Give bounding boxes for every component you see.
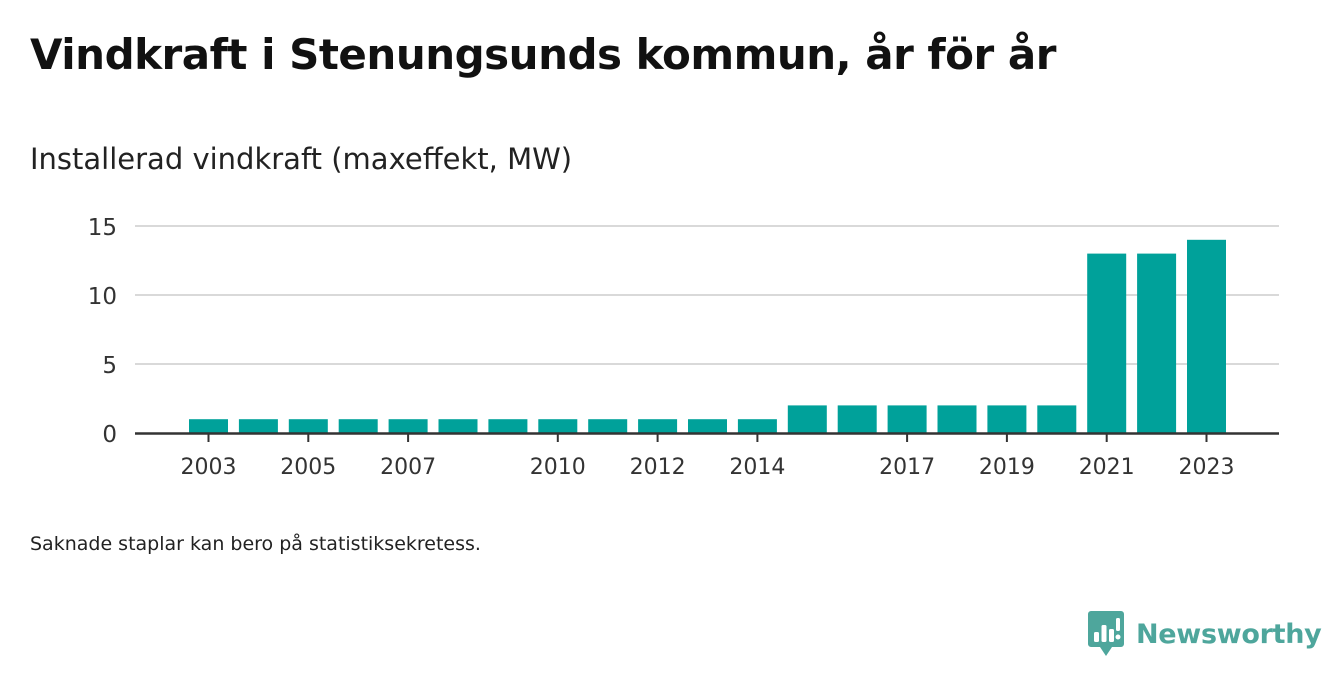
bar-2023 xyxy=(1187,239,1226,433)
brand-logo[interactable]: Newsworthy xyxy=(1088,610,1322,658)
bar-2017 xyxy=(887,405,927,433)
bar-2009 xyxy=(488,419,528,433)
x-tick-label: 2010 xyxy=(530,455,586,480)
bar-2020 xyxy=(1037,405,1077,433)
y-tick-label: 0 xyxy=(102,422,117,448)
bar-2012 xyxy=(638,419,678,433)
bar-2010 xyxy=(538,419,578,433)
y-tick-label: 15 xyxy=(88,215,117,241)
bar-2014 xyxy=(737,419,777,433)
x-tick-label: 2005 xyxy=(280,455,336,480)
x-tick-label: 2014 xyxy=(729,455,785,480)
x-tick-label: 2021 xyxy=(1079,455,1135,480)
x-axis-ticks: 2003 2005 2007 2010 2012 2014 2017 2019 2021 2023 xyxy=(181,433,1235,480)
x-tick-label: 2003 xyxy=(181,455,237,480)
bar-2007 xyxy=(388,419,428,433)
bar-2018 xyxy=(937,405,977,433)
x-tick-label: 2019 xyxy=(979,455,1035,480)
bar-2016 xyxy=(837,405,877,433)
bar-2008 xyxy=(438,419,478,433)
x-tick-label: 2007 xyxy=(380,455,436,480)
brand-name: Newsworthy xyxy=(1136,618,1322,650)
y-tick-label: 5 xyxy=(102,353,117,379)
bar-2004 xyxy=(238,419,278,433)
bar-2011 xyxy=(588,419,628,433)
bar-2019 xyxy=(987,405,1027,433)
bar-2013 xyxy=(688,419,727,433)
chart-subtitle: Installerad vindkraft (maxeffekt, MW) xyxy=(30,142,573,176)
newsworthy-logo-icon xyxy=(1088,611,1124,656)
bars xyxy=(189,239,1226,433)
bar-2006 xyxy=(338,419,378,433)
x-tick-label: 2012 xyxy=(630,455,686,480)
footnote: Saknade staplar kan bero på statistiksek… xyxy=(30,533,481,555)
chart-title: Vindkraft i Stenungsunds kommun, år för … xyxy=(30,30,1056,79)
bar-2021 xyxy=(1087,253,1127,433)
bar-2015 xyxy=(787,405,827,433)
x-tick-label: 2023 xyxy=(1179,455,1235,480)
y-axis-ticks: 0 5 10 15 xyxy=(88,215,117,448)
bar-2022 xyxy=(1137,253,1177,433)
x-tick-label: 2017 xyxy=(879,455,935,480)
bar-2003 xyxy=(189,419,228,433)
bar-2005 xyxy=(288,419,328,433)
y-tick-label: 10 xyxy=(88,284,117,310)
